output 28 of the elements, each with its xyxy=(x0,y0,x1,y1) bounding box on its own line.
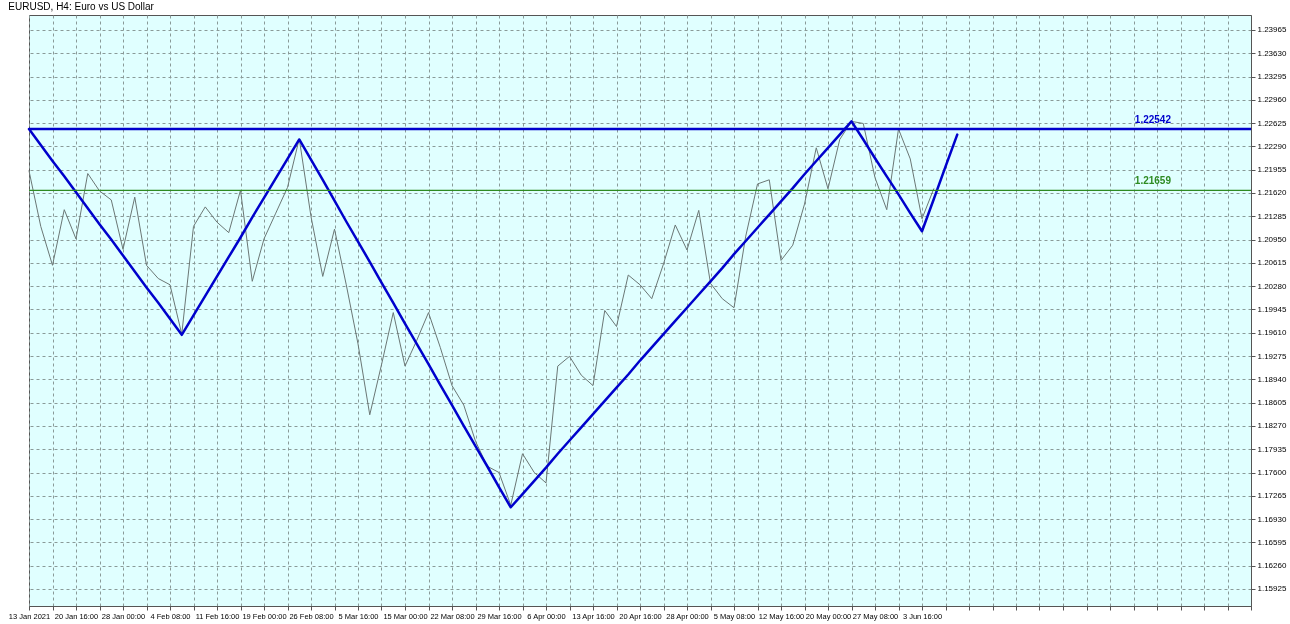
y-tick-label: 1.17265 xyxy=(1257,491,1287,501)
y-tick-label: 1.19610 xyxy=(1257,328,1287,338)
y-tick-label: 1.16595 xyxy=(1257,537,1287,547)
y-tick-label: 1.21620 xyxy=(1257,188,1287,198)
chart-title: EURUSD, H4: Euro vs US Dollar xyxy=(8,1,155,12)
y-tick-label: 1.21285 xyxy=(1257,211,1287,221)
y-tick-label: 1.16930 xyxy=(1257,514,1287,524)
y-tick-label: 1.21955 xyxy=(1257,165,1287,175)
y-tick-label: 1.19945 xyxy=(1257,304,1287,314)
y-tick-label: 1.18270 xyxy=(1257,421,1287,431)
y-tick-label: 1.16260 xyxy=(1257,561,1287,571)
y-tick-label: 1.22625 xyxy=(1257,118,1287,128)
y-tick-label: 1.15925 xyxy=(1257,584,1287,594)
y-tick-label: 1.23965 xyxy=(1257,25,1287,35)
y-tick-label: 1.23630 xyxy=(1257,48,1287,58)
y-tick-label: 1.22960 xyxy=(1257,95,1287,105)
y-tick-label: 1.20615 xyxy=(1257,258,1287,268)
ref-line-label: 1.21659 xyxy=(1134,175,1172,187)
y-tick-label: 1.20280 xyxy=(1257,281,1287,291)
y-tick-label: 1.18605 xyxy=(1257,398,1287,408)
y-tick-label: 1.17935 xyxy=(1257,444,1287,454)
y-tick-label: 1.22290 xyxy=(1257,141,1287,151)
ref-line-label: 1.22542 xyxy=(1134,113,1172,125)
y-tick-label: 1.20950 xyxy=(1257,235,1287,245)
y-tick-label: 1.17600 xyxy=(1257,468,1287,477)
y-tick-label: 1.19275 xyxy=(1257,351,1287,361)
y-tick-label: 1.18940 xyxy=(1257,374,1287,384)
y-tick-label: 1.23295 xyxy=(1257,72,1287,82)
